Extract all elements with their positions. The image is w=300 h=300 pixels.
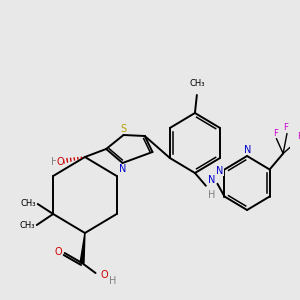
Text: O: O <box>54 247 62 257</box>
Text: H: H <box>208 190 215 200</box>
Text: N: N <box>244 145 252 155</box>
Polygon shape <box>80 233 85 263</box>
Text: F: F <box>284 123 289 132</box>
Text: CH₃: CH₃ <box>189 79 205 88</box>
Text: N: N <box>208 175 215 185</box>
Text: F: F <box>297 132 300 141</box>
Text: CH₃: CH₃ <box>20 199 36 208</box>
Text: N: N <box>119 164 126 174</box>
Text: H: H <box>50 157 58 167</box>
Text: F: F <box>273 129 278 138</box>
Text: S: S <box>121 124 127 134</box>
Text: N: N <box>216 166 224 176</box>
Text: CH₃: CH₃ <box>19 221 35 230</box>
Text: H: H <box>109 276 116 286</box>
Text: O: O <box>56 157 64 167</box>
Text: O: O <box>100 270 108 280</box>
